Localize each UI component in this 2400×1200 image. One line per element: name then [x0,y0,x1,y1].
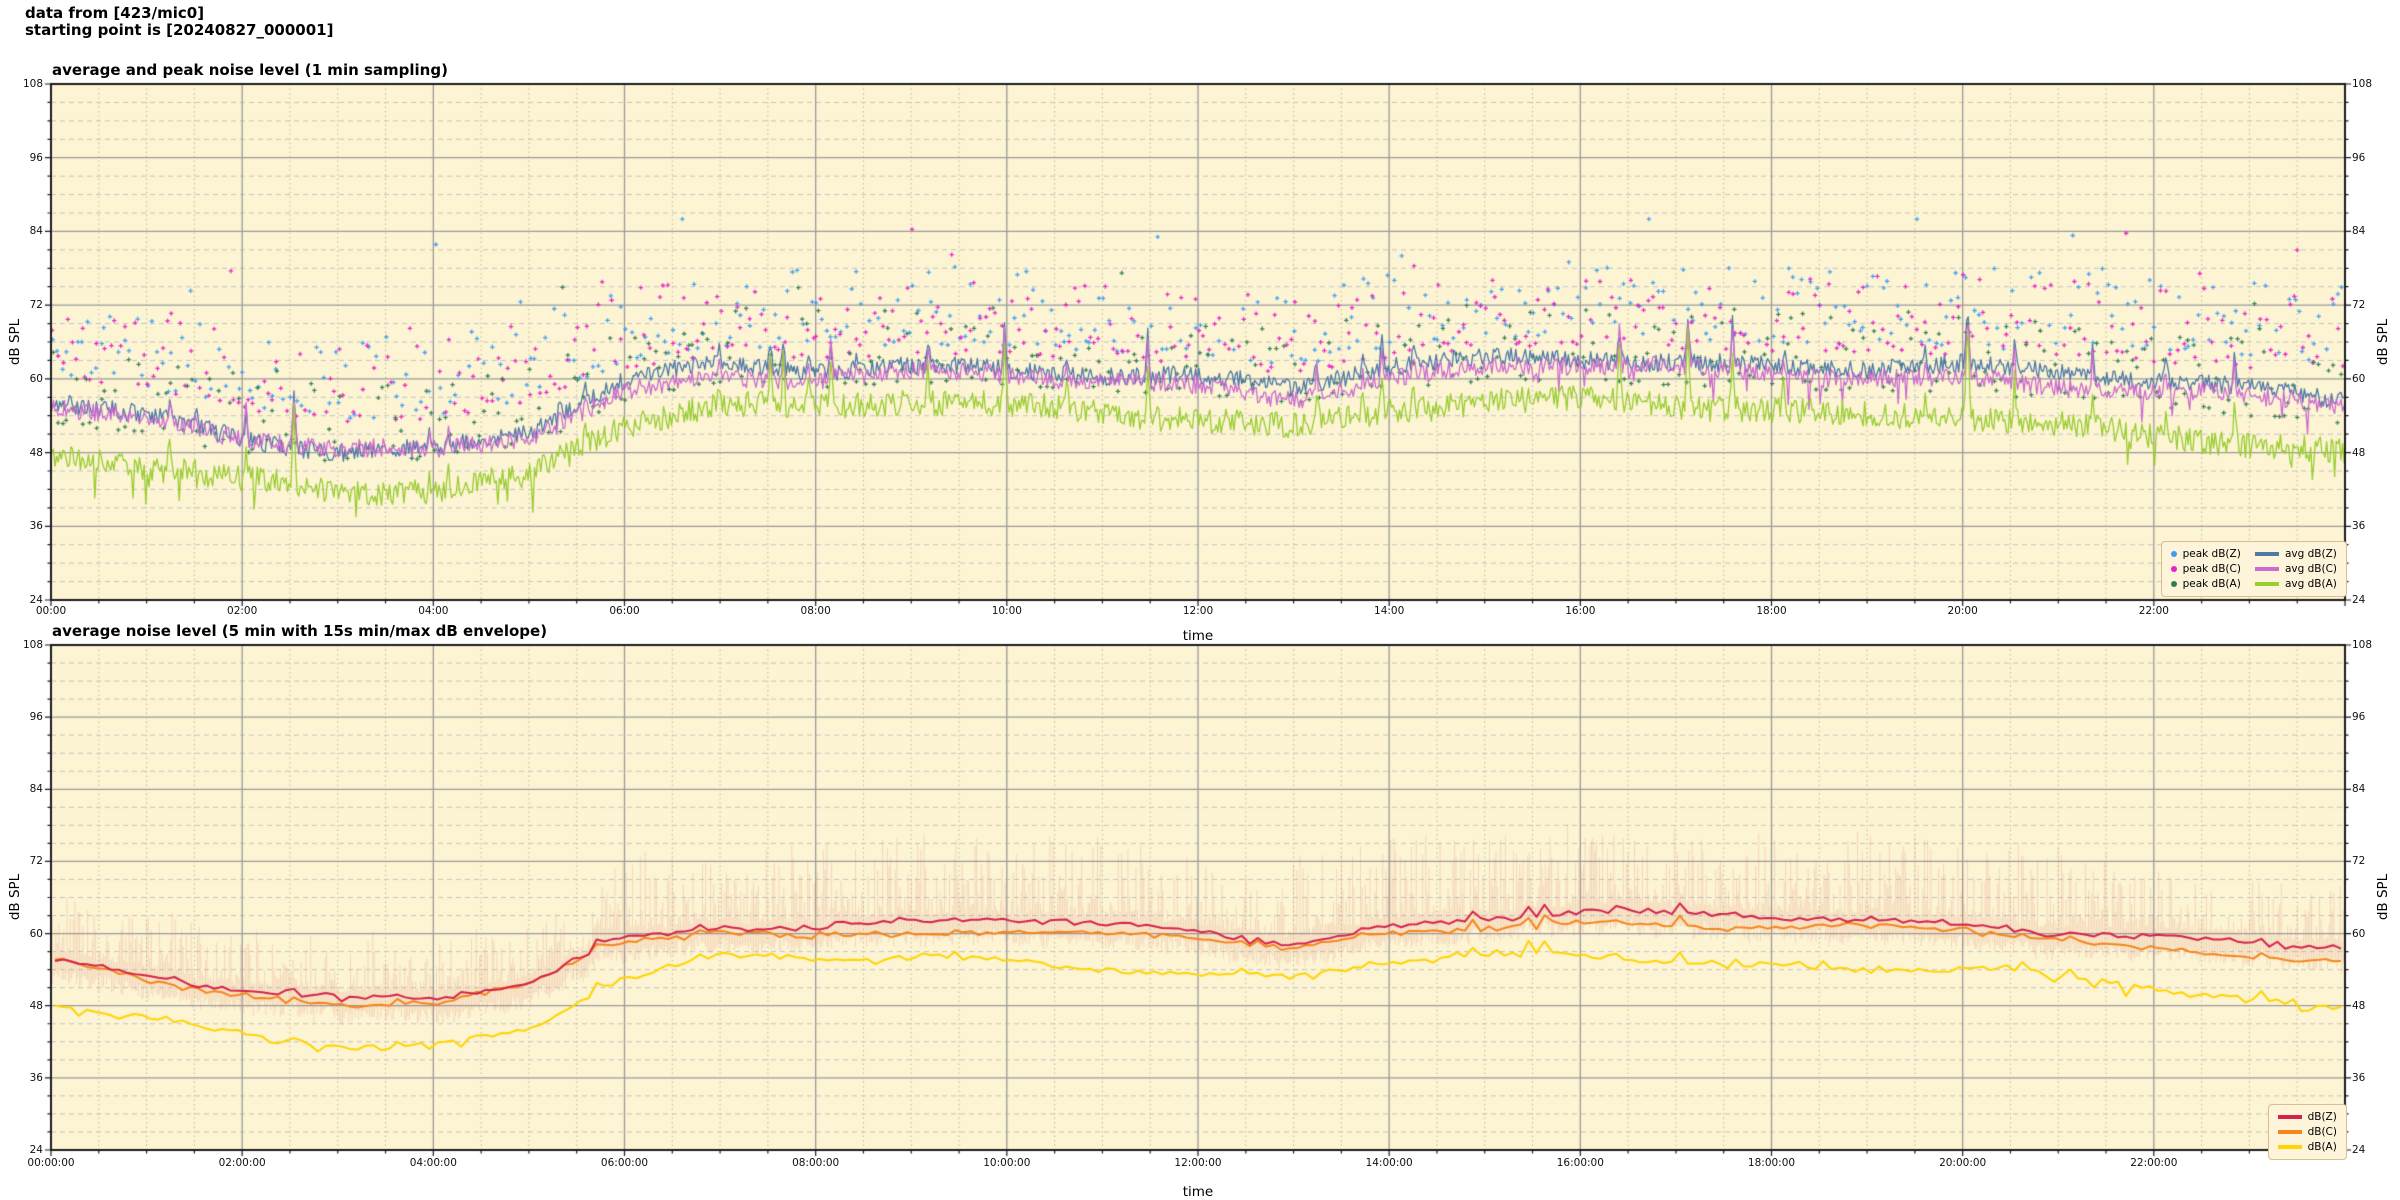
x-tick-label: 00:00:00 [27,1157,75,1169]
y-tick-label-right: 96 [2352,711,2366,724]
legend-label: dB(C) [2307,1126,2337,1138]
chart1-title: average and peak noise level (1 min samp… [52,61,448,79]
chart2-ylabel-left: dB SPL [7,873,23,921]
y-tick-label-left: 24 [29,1144,43,1156]
legend-line-marker [2254,582,2279,586]
y-tick-label-left: 60 [29,372,43,385]
legend-label: avg dB(Z) [2284,548,2337,560]
y-tick-label-left: 84 [29,783,43,796]
chart2-ylabel-right: dB SPL [2375,873,2391,921]
x-tick-label: 02:00 [227,605,258,617]
chart1-xlabel: time [1182,628,1214,644]
legend-label: avg dB(A) [2284,578,2337,590]
legend-item: avg dB(A) [2254,577,2337,591]
x-tick-label: 08:00 [800,605,831,617]
y-tick-label-right: 72 [2352,855,2366,868]
legend-line-marker [2254,552,2279,556]
y-tick-label-left: 108 [22,78,43,90]
legend-dot-marker [2170,551,2177,557]
y-tick-label-left: 36 [29,1071,43,1084]
legend-item: avg dB(C) [2254,562,2337,576]
y-tick-label-right: 24 [2352,594,2366,606]
legend-line-marker [2277,1115,2302,1119]
chart1-ylabel-right: dB SPL [2375,318,2391,366]
x-tick-label: 04:00 [418,605,449,617]
header-data-source: data from [423/mic0] [25,4,205,22]
legend-item: peak dB(A) [2170,577,2241,591]
y-tick-label-right: 84 [2352,225,2366,238]
y-tick-label-right: 60 [2352,927,2366,940]
y-tick-label-left: 72 [29,855,43,868]
x-tick-label: 18:00:00 [1747,1157,1796,1169]
x-tick-label: 08:00:00 [792,1157,840,1169]
legend-line-marker [2254,567,2279,571]
y-tick-label-left: 96 [29,711,43,724]
legend-item: peak dB(C) [2170,562,2241,576]
x-tick-label: 04:00:00 [409,1157,457,1169]
x-tick-label: 22:00:00 [2130,1157,2178,1169]
x-tick-label: 10:00 [991,605,1022,617]
y-tick-label-left: 108 [22,639,43,651]
y-tick-label-left: 36 [29,520,43,533]
y-tick-label-right: 36 [2352,1071,2366,1084]
y-tick-label-right: 48 [2352,999,2366,1012]
legend-item: dB(C) [2277,1125,2337,1139]
x-tick-label: 06:00 [609,605,640,617]
chart1-ylabel-left: dB SPL [7,318,23,366]
legend-item: dB(A) [2277,1140,2337,1154]
legend-label: peak dB(A) [2182,578,2241,590]
y-tick-label-left: 84 [29,225,43,238]
legend-label: peak dB(Z) [2182,548,2241,560]
y-tick-label-right: 24 [2352,1144,2366,1156]
x-tick-label: 16:00:00 [1556,1157,1604,1169]
legend-line-marker [2277,1130,2302,1134]
y-tick-label-left: 96 [29,151,43,164]
y-tick-label-right: 72 [2352,299,2366,312]
x-tick-label: 16:00 [1565,605,1596,617]
x-tick-label: 10:00:00 [983,1157,1031,1169]
x-tick-label: 20:00 [1947,605,1978,617]
x-tick-label: 02:00:00 [218,1157,266,1169]
chart2-xlabel: time [1182,1184,1214,1200]
x-tick-label: 06:00:00 [600,1157,649,1169]
y-tick-label-right: 84 [2352,783,2366,796]
legend-label: avg dB(C) [2284,563,2337,575]
legend-dot-marker [2170,581,2177,587]
x-tick-label: 14:00:00 [1365,1157,1413,1169]
y-tick-label-right: 108 [2352,639,2373,651]
legend-item: avg dB(Z) [2254,547,2337,561]
x-tick-label: 12:00:00 [1174,1157,1222,1169]
legend-dot-marker [2170,566,2177,572]
y-tick-label-right: 48 [2352,446,2366,459]
y-tick-label-right: 60 [2352,372,2366,385]
y-tick-label-left: 24 [29,594,43,606]
x-tick-label: 14:00 [1374,605,1405,617]
legend-label: dB(Z) [2307,1111,2337,1123]
header-starting-point: starting point is [20240827_000001] [25,21,334,39]
legend-item: peak dB(Z) [2170,547,2241,561]
y-tick-label-left: 48 [29,446,43,459]
y-tick-label-right: 108 [2352,78,2373,90]
chart2-legend: dB(Z) dB(C) dB(A) [2267,1104,2347,1160]
x-tick-label: 12:00 [1182,605,1214,617]
y-tick-label-right: 96 [2352,151,2366,164]
x-tick-label: 20:00:00 [1939,1157,1987,1169]
y-tick-label-left: 48 [29,999,43,1012]
legend-item: dB(Z) [2277,1110,2337,1124]
legend-line-marker [2277,1145,2302,1149]
y-tick-label-left: 72 [29,299,43,312]
chart2-title: average noise level (5 min with 15s min/… [52,622,548,640]
x-tick-label: 22:00 [2138,605,2169,617]
y-tick-label-right: 36 [2352,520,2366,533]
x-tick-label: 18:00 [1756,605,1787,617]
y-tick-label-left: 60 [29,927,43,940]
legend-label: peak dB(C) [2182,563,2241,575]
chart1-legend: peak dB(Z) peak dB(C) peak dB(A) avg dB(Z) a… [2160,541,2347,597]
x-tick-label: 00:00 [35,605,67,617]
legend-label: dB(A) [2307,1141,2337,1153]
